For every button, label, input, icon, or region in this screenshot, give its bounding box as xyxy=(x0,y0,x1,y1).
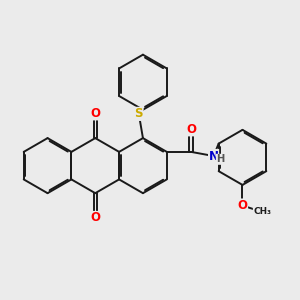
Text: O: O xyxy=(90,107,100,120)
Text: CH₃: CH₃ xyxy=(253,207,271,216)
Text: O: O xyxy=(186,123,196,136)
Text: O: O xyxy=(90,212,100,224)
Text: S: S xyxy=(135,107,143,120)
Text: N: N xyxy=(208,149,219,163)
Text: H: H xyxy=(216,154,225,164)
Text: O: O xyxy=(238,199,248,212)
